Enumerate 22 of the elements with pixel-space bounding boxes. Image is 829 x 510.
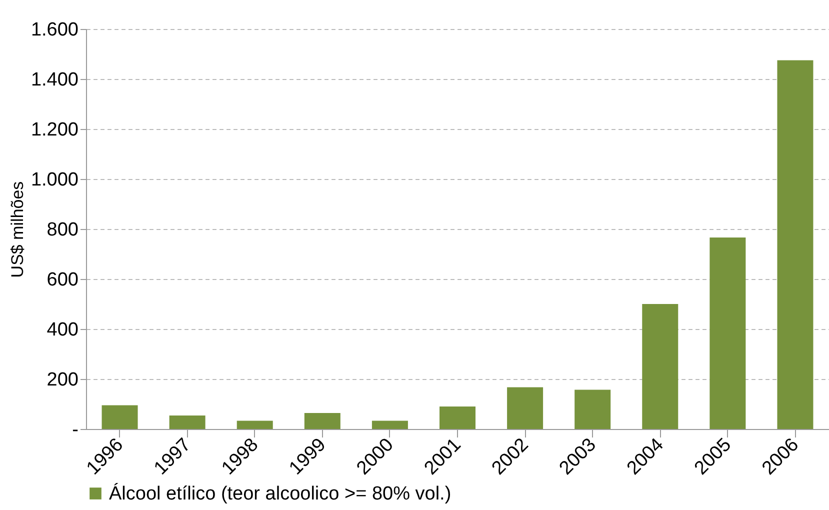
- y-axis-title: US$ milhões: [8, 181, 27, 278]
- y-tick-label: 1.600: [30, 20, 78, 40]
- y-tick-label: -: [72, 420, 78, 440]
- bar: [710, 238, 746, 429]
- bar: [372, 420, 408, 429]
- y-tick-label: 200: [46, 370, 78, 390]
- bar: [642, 304, 678, 429]
- bar: [574, 390, 611, 429]
- bar: [777, 60, 814, 429]
- bar: [236, 420, 273, 429]
- legend-label: Álcool etílico (teor alcoolico >= 80% vol.): [109, 482, 452, 504]
- y-tick-label: 400: [46, 320, 78, 340]
- bar: [507, 387, 544, 429]
- bar: [169, 416, 206, 429]
- y-tick-label: 1.200: [30, 120, 78, 140]
- bar: [440, 406, 476, 429]
- y-tick-label: 600: [46, 270, 78, 290]
- bar: [102, 405, 138, 429]
- bar: [304, 413, 340, 429]
- y-tick-label: 1.000: [30, 170, 78, 190]
- y-tick-label: 1.400: [30, 70, 78, 90]
- y-tick-label: 800: [46, 220, 78, 240]
